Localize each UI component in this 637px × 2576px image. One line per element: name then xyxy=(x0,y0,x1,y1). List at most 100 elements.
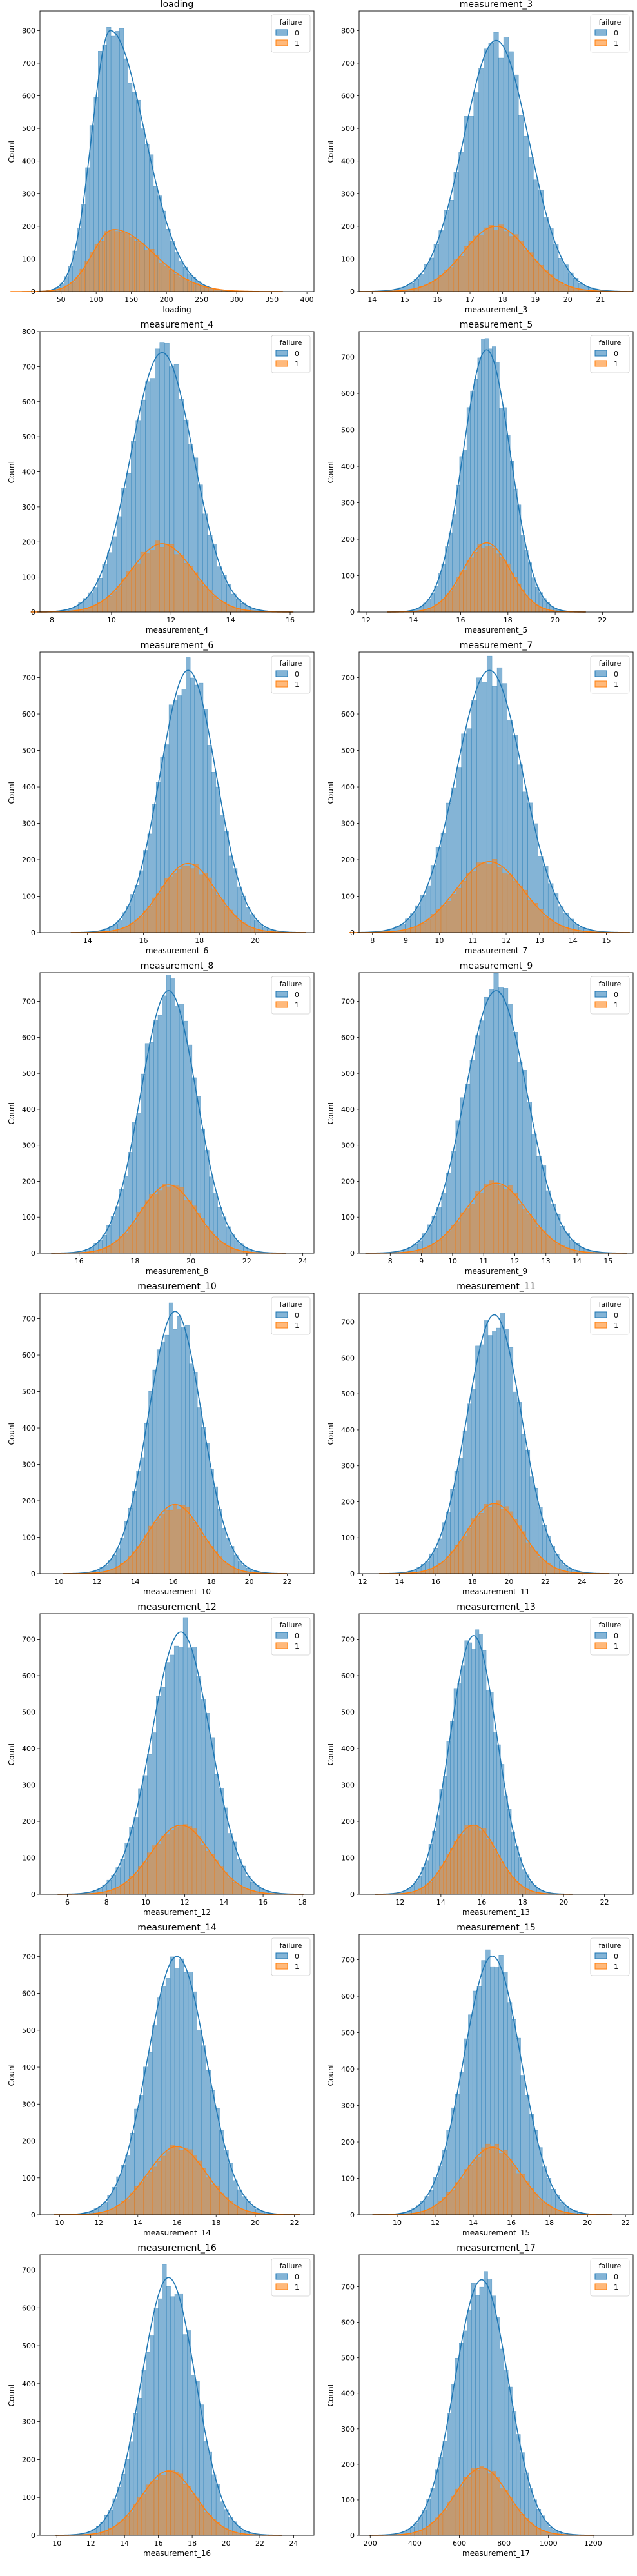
bar xyxy=(183,563,189,613)
y-tick-label: 0 xyxy=(31,1249,35,1258)
y-tick-label: 600 xyxy=(22,1990,35,1998)
legend-swatch-1 xyxy=(594,1322,607,1329)
bar xyxy=(109,230,115,292)
bar xyxy=(502,873,508,933)
y-tick-label: 700 xyxy=(341,353,355,362)
bar xyxy=(538,2199,543,2215)
bar xyxy=(134,241,140,292)
series-1-bars xyxy=(389,224,603,292)
bar xyxy=(492,548,496,613)
x-tick-label: 12 xyxy=(166,616,175,624)
y-tick-label: 600 xyxy=(341,710,355,718)
bar xyxy=(438,275,444,292)
y-tick-label: 400 xyxy=(341,1426,355,1434)
x-tick-label: 20 xyxy=(583,2219,592,2227)
bar xyxy=(115,1240,120,1254)
bar xyxy=(521,1531,526,1574)
bar xyxy=(219,2193,224,2215)
series-0-bars xyxy=(369,655,610,933)
series-0-bars xyxy=(386,2271,578,2536)
bar xyxy=(475,1191,480,1254)
y-tick-label: 0 xyxy=(350,1249,355,1258)
y-tick-label: 500 xyxy=(341,1390,355,1398)
bar xyxy=(468,241,474,292)
y-tick-label: 200 xyxy=(341,223,355,231)
y-tick-label: 300 xyxy=(22,2418,35,2426)
series-1-kde xyxy=(54,2146,300,2215)
series-0-kde xyxy=(349,669,630,933)
bar xyxy=(507,1185,513,1254)
x-tick-label: 22 xyxy=(283,1578,292,1586)
x-axis-label: measurement_13 xyxy=(462,1908,530,1917)
legend: failure 0 1 xyxy=(271,14,311,53)
x-tick-label: 14 xyxy=(120,2539,129,2548)
bar xyxy=(170,2145,175,2215)
legend-swatch-0 xyxy=(594,29,607,36)
bar xyxy=(527,1213,533,1254)
bar xyxy=(233,2205,238,2215)
axes-frame xyxy=(358,972,634,1254)
legend-swatch-0 xyxy=(275,670,288,677)
legend-title: failure xyxy=(280,339,302,347)
bar xyxy=(203,2512,208,2536)
y-tick-label: 600 xyxy=(22,710,35,718)
series-0-bars xyxy=(50,342,275,613)
y-tick-label: 100 xyxy=(22,573,35,582)
x-tick-label: 8 xyxy=(50,616,54,624)
y-tick-label: 300 xyxy=(341,820,355,828)
bar xyxy=(517,1525,522,1574)
x-tick-label: 14 xyxy=(131,1578,140,1586)
bar xyxy=(206,2177,211,2215)
bar xyxy=(460,1212,466,1254)
bar xyxy=(121,2519,126,2536)
series-0-bars xyxy=(384,973,609,1254)
legend-swatch-1 xyxy=(275,1963,288,1970)
legend-title: failure xyxy=(599,980,622,988)
legend-label-0: 0 xyxy=(295,670,299,679)
y-tick-label: 500 xyxy=(22,2342,35,2350)
bar xyxy=(487,1507,493,1574)
series-1-kde xyxy=(70,862,306,933)
bar xyxy=(152,1521,157,1574)
y-tick-label: 300 xyxy=(22,503,35,511)
bar xyxy=(205,1541,210,1574)
bar xyxy=(179,2473,184,2536)
legend-label-0: 0 xyxy=(614,670,618,679)
x-axis-label: measurement_5 xyxy=(465,626,527,635)
bar xyxy=(196,1213,201,1254)
series-1-kde xyxy=(51,1184,286,1254)
x-tick-label: 20 xyxy=(551,616,560,624)
bar xyxy=(152,2166,157,2215)
x-axis-label: measurement_6 xyxy=(146,946,208,955)
x-tick-label: 14 xyxy=(368,295,377,304)
series-1-bars xyxy=(80,2145,274,2215)
bar xyxy=(551,1567,555,1574)
bar xyxy=(455,2182,460,2215)
bar xyxy=(196,1836,202,1895)
y-tick-label: 500 xyxy=(22,747,35,755)
x-axis-label: measurement_16 xyxy=(143,2549,211,2558)
y-axis-label: Count xyxy=(326,1742,335,1765)
bar xyxy=(447,2502,451,2536)
legend-swatch-1 xyxy=(275,1322,288,1329)
bar xyxy=(187,2486,191,2536)
bar xyxy=(194,864,199,933)
bar xyxy=(500,1861,505,1895)
series-1-kde xyxy=(379,1503,610,1574)
y-tick-label: 700 xyxy=(341,2283,355,2292)
legend-swatch-1 xyxy=(275,1001,288,1008)
bar xyxy=(440,905,447,933)
bar xyxy=(150,549,155,613)
y-axis-label: Count xyxy=(326,780,335,804)
bar xyxy=(179,2150,184,2215)
bar xyxy=(223,1872,228,1895)
bar xyxy=(133,1873,139,1895)
x-tick-label: 20 xyxy=(564,295,573,304)
series-0-bars xyxy=(79,1302,271,1574)
bar xyxy=(422,2528,427,2536)
bar xyxy=(130,2192,135,2215)
x-tick-label: 300 xyxy=(230,295,244,304)
bar xyxy=(527,900,533,933)
legend-label-0: 0 xyxy=(295,1952,299,1961)
